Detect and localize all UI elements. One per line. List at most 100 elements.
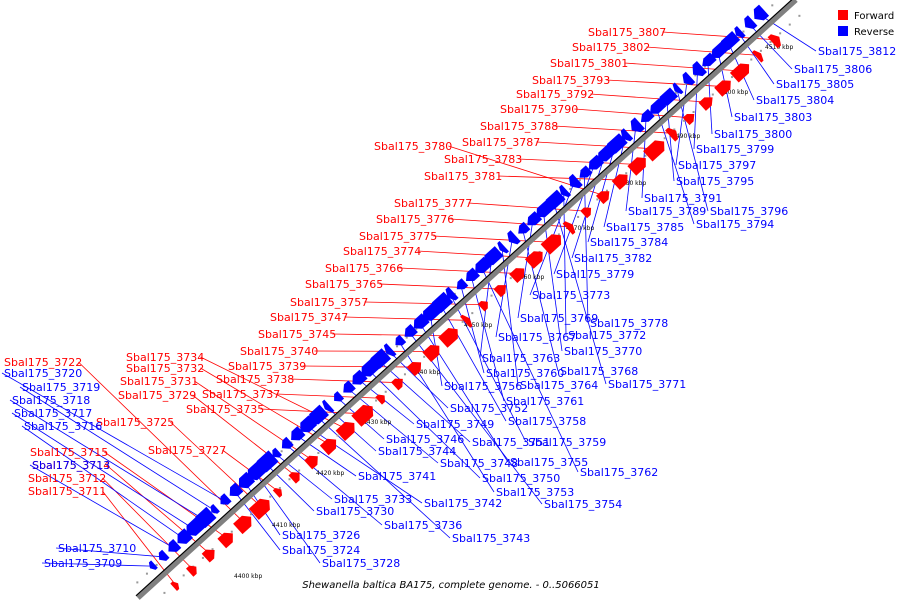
forward-gene-label[interactable]: Sbal175_3725 [96, 416, 174, 429]
forward-gene-feature[interactable] [438, 328, 458, 348]
forward-gene-label[interactable]: Sbal175_3780 [374, 140, 452, 153]
forward-gene-label[interactable]: Sbal175_3781 [424, 170, 502, 183]
reverse-gene-feature[interactable] [527, 211, 543, 226]
reverse-gene-label[interactable]: Sbal175_3720 [4, 367, 82, 380]
reverse-gene-label[interactable]: Sbal175_3742 [424, 497, 502, 510]
reverse-gene-label[interactable]: Sbal175_3718 [12, 394, 90, 407]
reverse-gene-label[interactable]: Sbal175_3789 [628, 205, 706, 218]
forward-gene-label[interactable]: Sbal175_3745 [258, 328, 336, 341]
reverse-gene-label[interactable]: Sbal175_3770 [564, 345, 642, 358]
reverse-gene-label[interactable]: Sbal175_3730 [316, 505, 394, 518]
reverse-gene-feature[interactable] [361, 358, 380, 377]
forward-gene-label[interactable]: Sbal175_3715 [30, 446, 108, 459]
forward-gene-label[interactable]: Sbal175_3738 [216, 373, 294, 386]
reverse-gene-label[interactable]: Sbal175_3760 [486, 367, 564, 380]
reverse-gene-label[interactable]: Sbal175_3779 [556, 268, 634, 281]
reverse-gene-label[interactable]: Sbal175_3772 [568, 329, 646, 342]
forward-gene-feature[interactable] [751, 50, 764, 63]
reverse-gene-label[interactable]: Sbal175_3791 [644, 192, 722, 205]
reverse-gene-label[interactable]: Sbal175_3751 [472, 436, 550, 449]
forward-gene-feature[interactable] [201, 549, 215, 563]
forward-gene-label[interactable]: Sbal175_3775 [359, 230, 437, 243]
reverse-gene-label[interactable]: Sbal175_3794 [696, 218, 774, 231]
forward-gene-feature[interactable] [304, 455, 318, 470]
reverse-gene-feature[interactable] [158, 549, 170, 561]
forward-gene-label[interactable]: Sbal175_3714 [32, 459, 110, 472]
reverse-gene-label[interactable]: Sbal175_3744 [378, 445, 456, 458]
reverse-gene-label[interactable]: Sbal175_3799 [696, 143, 774, 156]
forward-gene-feature[interactable] [186, 565, 197, 577]
forward-gene-feature[interactable] [729, 63, 750, 83]
forward-gene-label[interactable]: Sbal175_3793 [532, 74, 610, 87]
forward-gene-feature[interactable] [643, 140, 665, 162]
forward-gene-label[interactable]: Sbal175_3765 [305, 278, 383, 291]
forward-gene-label[interactable]: Sbal175_3739 [228, 360, 306, 373]
reverse-gene-feature[interactable] [383, 343, 397, 357]
forward-gene-feature[interactable] [272, 488, 283, 498]
reverse-gene-feature[interactable] [291, 426, 306, 441]
reverse-gene-feature[interactable] [195, 506, 217, 528]
reverse-gene-feature[interactable] [272, 447, 282, 458]
reverse-gene-feature[interactable] [579, 165, 593, 178]
forward-gene-label[interactable]: Sbal175_3735 [186, 403, 264, 416]
forward-gene-label[interactable]: Sbal175_3757 [290, 296, 368, 309]
reverse-gene-feature[interactable] [507, 230, 521, 245]
reverse-gene-label[interactable]: Sbal175_3753 [496, 486, 574, 499]
reverse-gene-feature[interactable] [569, 173, 583, 189]
reverse-gene-label[interactable]: Sbal175_3784 [590, 236, 668, 249]
reverse-gene-feature[interactable] [281, 436, 294, 449]
forward-gene-feature[interactable] [248, 498, 270, 520]
reverse-gene-label[interactable]: Sbal175_3710 [58, 542, 136, 555]
reverse-gene-label[interactable]: Sbal175_3719 [22, 381, 100, 394]
forward-gene-label[interactable]: Sbal175_3787 [462, 136, 540, 149]
forward-gene-label[interactable]: Sbal175_3734 [126, 351, 204, 364]
reverse-gene-label[interactable]: Sbal175_3767 [498, 331, 576, 344]
reverse-gene-feature[interactable] [177, 528, 194, 544]
reverse-gene-feature[interactable] [518, 221, 531, 234]
reverse-gene-feature[interactable] [682, 71, 696, 86]
reverse-gene-feature[interactable] [466, 267, 480, 282]
forward-gene-feature[interactable] [460, 314, 473, 328]
forward-gene-feature[interactable] [233, 515, 252, 535]
forward-gene-feature[interactable] [170, 581, 180, 592]
forward-gene-label[interactable]: Sbal175_3774 [343, 245, 421, 258]
reverse-gene-label[interactable]: Sbal175_3752 [450, 402, 528, 415]
reverse-gene-feature[interactable] [744, 15, 758, 29]
reverse-gene-label[interactable]: Sbal175_3785 [606, 221, 684, 234]
reverse-gene-feature[interactable] [672, 82, 684, 95]
forward-gene-label[interactable]: Sbal175_3776 [376, 213, 454, 226]
reverse-gene-feature[interactable] [148, 560, 158, 570]
forward-gene-feature[interactable] [596, 191, 610, 205]
reverse-gene-feature[interactable] [559, 184, 572, 198]
forward-gene-feature[interactable] [422, 345, 440, 362]
forward-gene-label[interactable]: Sbal175_3777 [394, 197, 472, 210]
reverse-gene-feature[interactable] [588, 154, 605, 170]
reverse-gene-label[interactable]: Sbal175_3768 [560, 365, 638, 378]
reverse-gene-label[interactable]: Sbal175_3769 [520, 312, 598, 325]
reverse-gene-label[interactable]: Sbal175_3733 [334, 493, 412, 506]
reverse-gene-label[interactable]: Sbal175_3763 [482, 352, 560, 365]
reverse-gene-feature[interactable] [309, 404, 329, 425]
reverse-gene-feature[interactable] [692, 61, 708, 77]
reverse-gene-feature[interactable] [640, 108, 655, 123]
reverse-gene-feature[interactable] [370, 348, 392, 369]
reverse-gene-feature[interactable] [659, 87, 679, 106]
reverse-gene-label[interactable]: Sbal175_3800 [714, 128, 792, 141]
reverse-gene-label[interactable]: Sbal175_3713 [32, 459, 110, 472]
reverse-gene-label[interactable]: Sbal175_3758 [508, 415, 586, 428]
reverse-gene-label[interactable]: Sbal175_3736 [384, 519, 462, 532]
reverse-gene-label[interactable]: Sbal175_3761 [506, 395, 584, 408]
forward-gene-feature[interactable] [627, 157, 646, 176]
forward-gene-label[interactable]: Sbal175_3807 [588, 26, 666, 39]
reverse-gene-feature[interactable] [334, 391, 345, 402]
forward-gene-label[interactable]: Sbal175_3801 [550, 57, 628, 70]
reverse-gene-feature[interactable] [168, 539, 182, 552]
reverse-gene-feature[interactable] [343, 380, 356, 393]
forward-gene-feature[interactable] [580, 207, 592, 219]
reverse-gene-feature[interactable] [620, 128, 634, 142]
reverse-gene-feature[interactable] [413, 313, 430, 329]
reverse-gene-label[interactable]: Sbal175_3749 [416, 418, 494, 431]
forward-gene-label[interactable]: Sbal175_3732 [126, 362, 204, 375]
forward-gene-feature[interactable] [406, 362, 422, 377]
forward-gene-label[interactable]: Sbal175_3722 [4, 356, 82, 369]
